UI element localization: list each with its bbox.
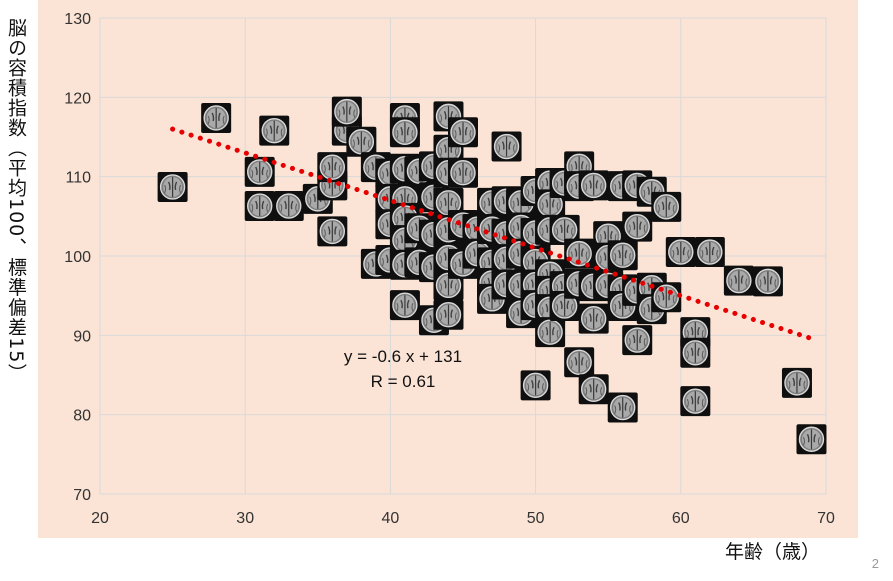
brain-mri-icon — [752, 265, 784, 298]
page-number: 2 — [871, 556, 879, 571]
y-tick-label: 80 — [73, 408, 91, 425]
y-tick-label: 90 — [73, 328, 91, 345]
brain-mri-icon — [331, 95, 363, 128]
brain-mri-icon — [519, 369, 552, 402]
brain-mri-icon — [781, 367, 813, 399]
brain-mri-icon — [577, 373, 610, 405]
y-tick-label: 100 — [64, 249, 91, 266]
brain-mri-icon — [577, 169, 610, 202]
brain-mri-icon — [389, 289, 421, 321]
brain-mri-icon — [200, 102, 232, 134]
r-annotation: R = 0.61 — [371, 372, 436, 391]
brain-mri-icon — [694, 236, 726, 268]
brain-mri-icon — [665, 236, 697, 268]
brain-mri-icon — [650, 281, 682, 313]
brain-mri-icon — [156, 171, 189, 203]
y-tick-label: 110 — [65, 170, 91, 187]
equation-annotation: y = -0.6 x + 131 — [344, 347, 462, 366]
brain-mri-icon — [273, 190, 305, 222]
x-tick-label: 30 — [236, 510, 254, 527]
brain-mri-icon — [258, 114, 290, 147]
y-tick-label: 70 — [73, 487, 91, 504]
plot-panel: 20 30 40 50 60 70 70 80 90 100 110 120 130 y = -0.6 … — [38, 0, 858, 538]
brain-mri-icon — [795, 423, 828, 455]
brain-mri-icon — [534, 316, 566, 348]
x-axis-title: 年齢（歳） — [725, 541, 821, 563]
brain-mri-icon — [621, 324, 653, 356]
brain-mri-icon — [723, 264, 755, 297]
brain-mri-icon — [679, 337, 712, 369]
brain-mri-icon — [447, 156, 479, 189]
brain-mri-icon — [563, 346, 595, 379]
brain-mri-icon — [432, 299, 465, 331]
y-tick-label: 130 — [64, 11, 91, 28]
axis-ticks: 20 30 40 50 60 70 70 80 90 100 110 120 130 — [64, 11, 835, 527]
brain-mri-icon — [577, 302, 610, 335]
brain-mri-icon — [607, 391, 639, 424]
x-tick-label: 70 — [817, 510, 835, 527]
brain-mri-icon — [447, 116, 479, 148]
x-tick-label: 50 — [527, 510, 545, 527]
brain-mri-icon — [316, 215, 349, 248]
brain-mri-icon — [244, 190, 276, 222]
brain-mri-icon — [607, 239, 639, 271]
scatter-chart: 20 30 40 50 60 70 70 80 90 100 110 120 130 y = -0.6 … — [38, 0, 858, 538]
brain-mri-icon — [650, 191, 682, 223]
brain-mri-icon — [389, 116, 421, 148]
y-tick-label: 120 — [64, 90, 91, 107]
brain-mri-icon — [679, 385, 712, 417]
brain-mri-icon — [244, 156, 276, 188]
x-tick-label: 40 — [382, 510, 400, 527]
brain-mri-icon — [490, 130, 523, 163]
y-axis-title: 脳の容積指数（平均100、標準偏差15） — [5, 18, 27, 384]
x-tick-label: 60 — [672, 510, 690, 527]
x-tick-label: 20 — [91, 510, 109, 527]
trendline-path — [170, 126, 814, 342]
brain-mri-icon — [621, 210, 653, 243]
trendline — [170, 126, 814, 342]
